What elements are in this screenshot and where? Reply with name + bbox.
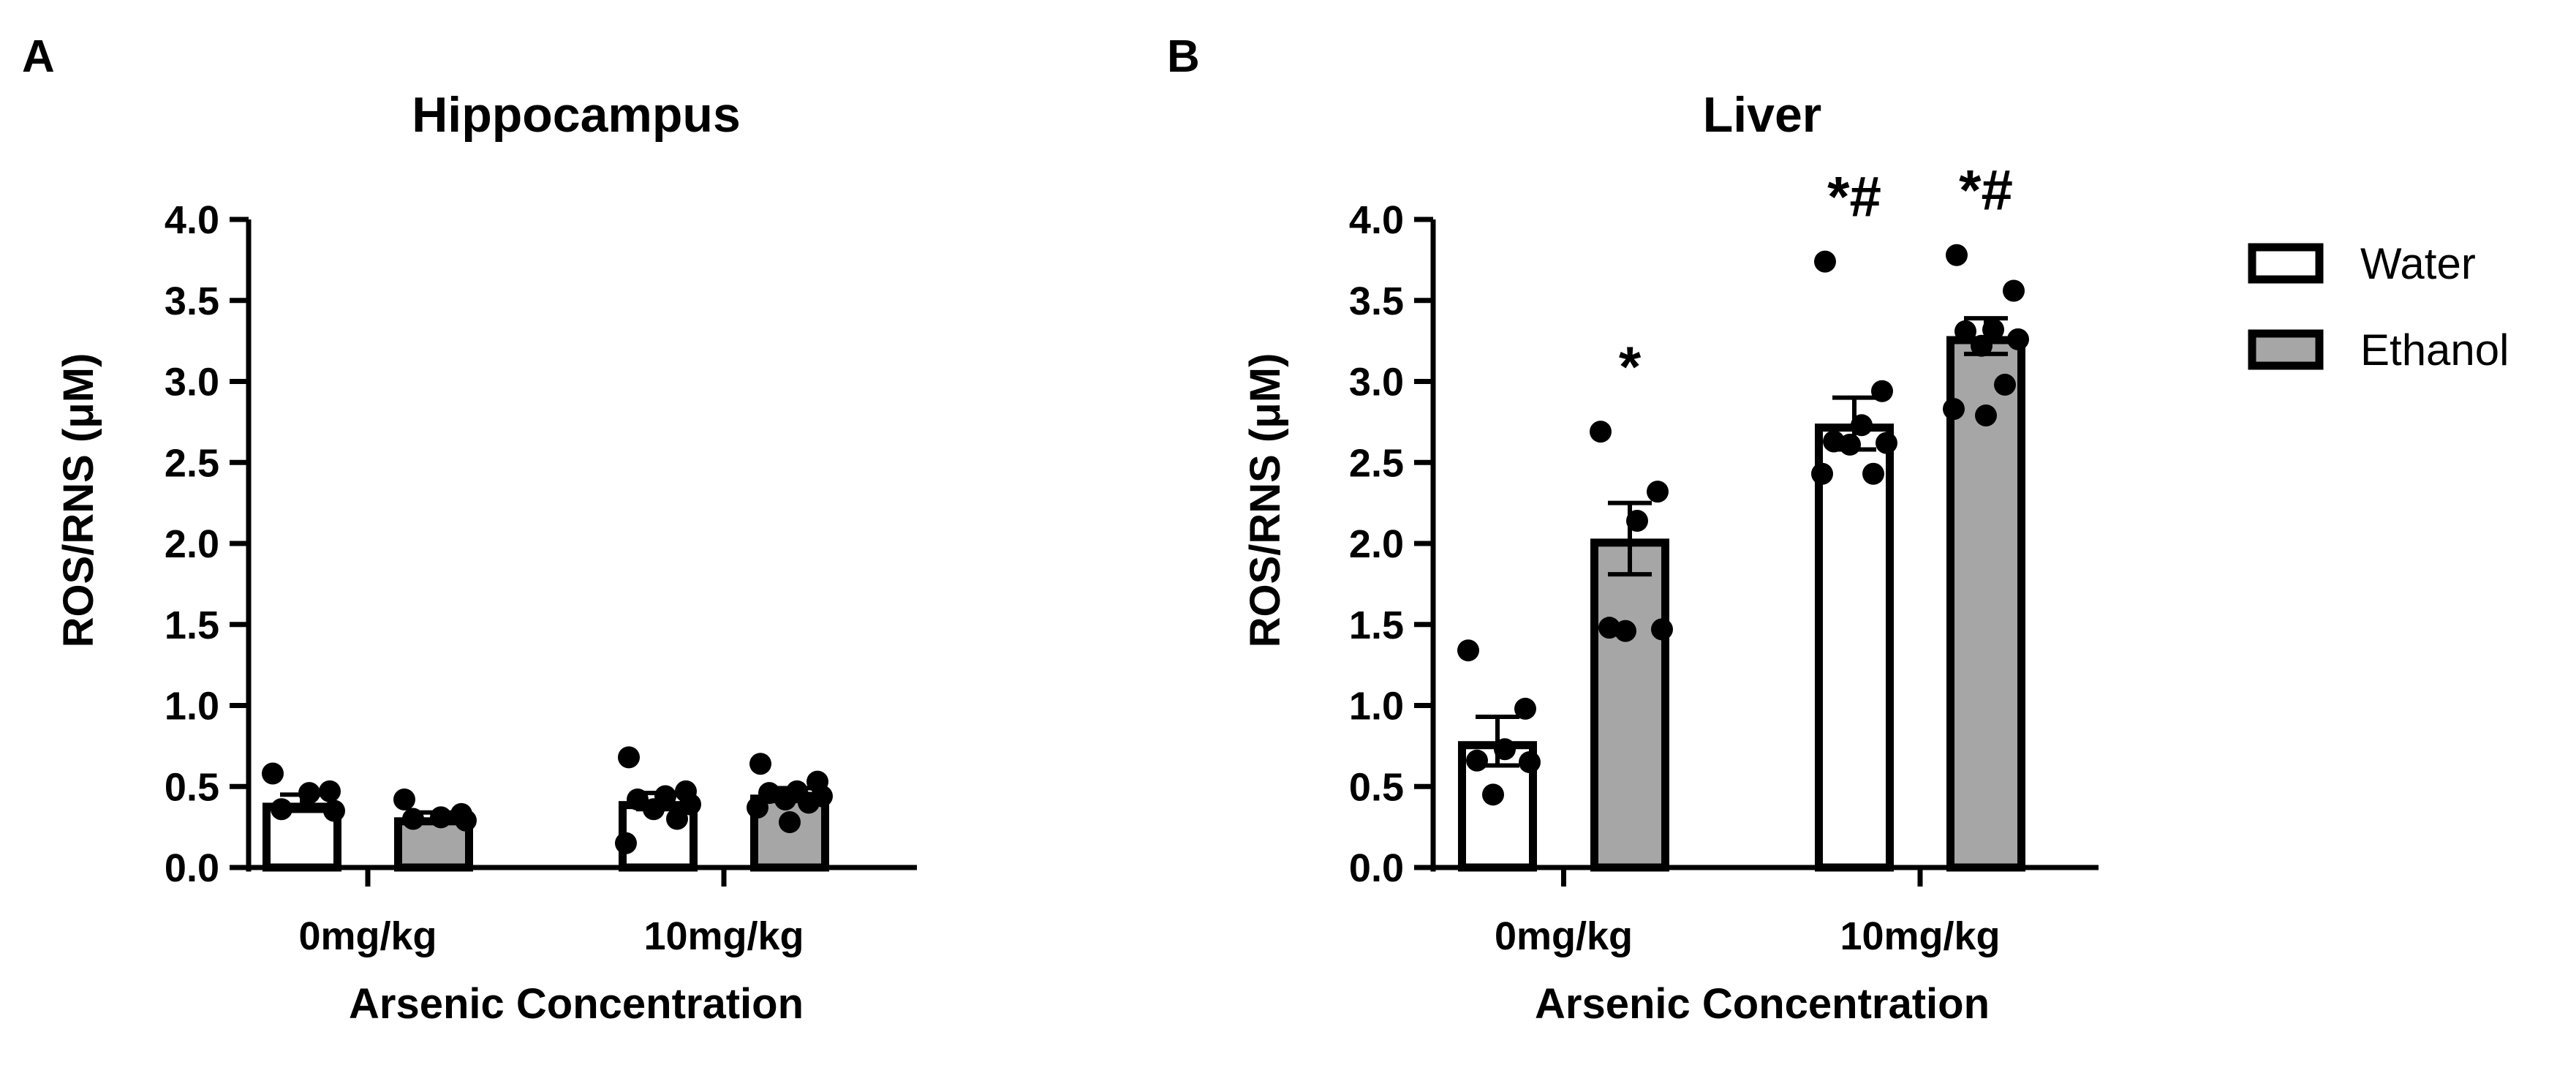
p1-data-point-1-1-1 [2003,279,2025,302]
p1-data-point-1-0-1 [1647,481,1669,503]
panel-b-title: Liver [1703,87,1822,143]
panel-b-plot: *# * *# 0.0 0.5 1.0 1.5 2.0 2.5 3.0 3.5 4.0 0mg/kg 10… [1349,158,2099,958]
p0-data-point-0-1-7 [615,832,637,854]
p1-data-point-1-0-4 [1651,618,1673,641]
p1-data-point-0-0-5 [1482,783,1504,806]
p0-data-point-0-0-1 [319,780,341,802]
legend-label-water: Water [2360,239,2476,288]
p1-data-point-0-1-2 [1851,414,1873,437]
p0-data-point-1-0-0 [393,788,415,810]
p1-data-point-0-0-0 [1457,639,1479,662]
p1-significance-marker-1-1: *# [1959,158,2013,222]
legend-label-ethanol: Ethanol [2360,325,2509,375]
p0-x-tick-label-1: 10mg/kg [643,914,804,958]
panel-a-x-axis-label: Arsenic Concentration [349,980,804,1028]
p1-y-tick-label-3: 1.5 [1349,603,1404,647]
p0-y-tick-label-7: 3.5 [165,279,219,323]
p0-data-point-0-1-5 [643,798,665,821]
p1-data-point-1-1-8 [1975,404,1997,427]
p1-data-point-0-0-1 [1514,697,1536,720]
p1-data-point-0-1-7 [1811,462,1833,485]
p0-data-point-0-0-4 [323,799,345,822]
p1-y-tick-label-1: 0.5 [1349,765,1404,809]
p0-data-point-0-1-4 [679,793,701,816]
p0-data-point-1-1-0 [749,753,771,775]
panel-b-y-axis-label: ROS/RNS (μM) [1242,353,1289,648]
p0-data-point-0-0-2 [298,782,320,805]
p1-data-point-0-0-3 [1466,749,1488,772]
p0-data-point-0-1-0 [618,746,640,769]
p0-x-tick-label-0: 0mg/kg [298,914,437,958]
p1-significance-marker-1-0: * [1619,334,1642,399]
p1-y-tick-label-5: 2.5 [1349,441,1404,485]
p1-data-point-0-0-2 [1494,738,1516,761]
p1-data-point-1-1-5 [1971,334,1993,357]
p0-y-tick-label-3: 1.5 [165,603,219,647]
p0-data-point-1-1-6 [798,791,820,814]
p0-y-tick-label-1: 0.5 [165,765,219,809]
p1-data-point-1-0-5 [1614,620,1636,642]
p1-bar-water-1 [1815,424,1894,872]
legend-swatch-water [2248,243,2324,284]
p1-data-point-1-1-0 [1946,244,1968,266]
p0-data-point-1-0-3 [402,808,424,830]
p1-data-point-1-1-7 [1943,398,1965,421]
p0-data-point-0-1-3 [627,788,649,810]
p0-data-point-1-1-8 [779,810,801,833]
p1-y-tick-label-7: 3.5 [1349,279,1404,323]
panel-a-plot: 0.0 0.5 1.0 1.5 2.0 2.5 3.0 3.5 4.0 0mg/kg 10mg/kg [165,198,917,958]
panel-b: B Liver ROS/RNS (μM) Arsenic Concentrati… [1167,31,2099,1028]
p1-significance-marker-0-1: *# [1827,165,1881,229]
p1-y-tick-label-6: 3.0 [1349,361,1404,404]
p0-y-tick-label-6: 3.0 [165,361,219,404]
p1-data-point-1-1-3 [1954,320,1976,342]
p1-data-point-0-1-1 [1871,380,1893,402]
panel-a-y-axis-label: ROS/RNS (μM) [55,353,102,648]
panel-letter-a: A [22,31,55,82]
panel-b-x-axis-label: Arsenic Concentration [1535,980,1990,1028]
p0-y-tick-label-2: 1.0 [165,685,219,729]
p0-data-point-1-0-2 [430,806,452,829]
p1-bar-ethanol-0 [1590,538,1669,872]
p1-data-point-0-1-6 [1862,462,1884,485]
p1-data-point-0-0-4 [1519,751,1541,774]
p1-y-tick-label-2: 1.0 [1349,685,1404,729]
p1-x-tick-label-0: 0mg/kg [1495,914,1633,958]
legend-swatch-ethanol [2248,329,2324,370]
p1-data-point-0-1-5 [1839,433,1861,456]
p1-x-tick-label-1: 10mg/kg [1840,914,2000,958]
p0-data-point-0-0-0 [262,762,284,785]
p1-data-point-1-1-4 [2007,328,2029,350]
p0-y-tick-label-4: 2.0 [165,522,219,566]
p0-data-point-1-1-5 [774,788,796,810]
p0-y-tick-label-0: 0.0 [165,846,219,890]
p1-data-point-1-0-0 [1590,421,1612,443]
p1-y-tick-label-0: 0.0 [1349,846,1404,890]
p0-data-point-1-0-4 [455,809,477,832]
p0-y-tick-label-5: 2.5 [165,441,219,485]
legend: Water Ethanol [2248,239,2509,375]
p0-data-point-0-0-3 [271,798,292,821]
panel-a: A Hippocampus ROS/RNS (μM) Arsenic Conce… [22,31,917,1028]
p1-y-tick-label-8: 4.0 [1349,198,1404,242]
p1-data-point-1-1-6 [1994,373,2016,396]
panel-a-title: Hippocampus [412,87,741,143]
p1-data-point-1-0-2 [1626,509,1648,532]
p1-data-point-0-1-4 [1876,432,1897,454]
p1-data-point-1-1-2 [1982,318,2004,341]
p0-data-point-0-1-6 [666,808,688,830]
p0-data-point-1-1-7 [747,797,768,819]
p1-y-tick-label-4: 2.0 [1349,522,1404,566]
p1-data-point-0-1-0 [1814,250,1836,273]
panel-letter-b: B [1167,31,1200,82]
p0-y-tick-label-8: 4.0 [165,198,219,242]
